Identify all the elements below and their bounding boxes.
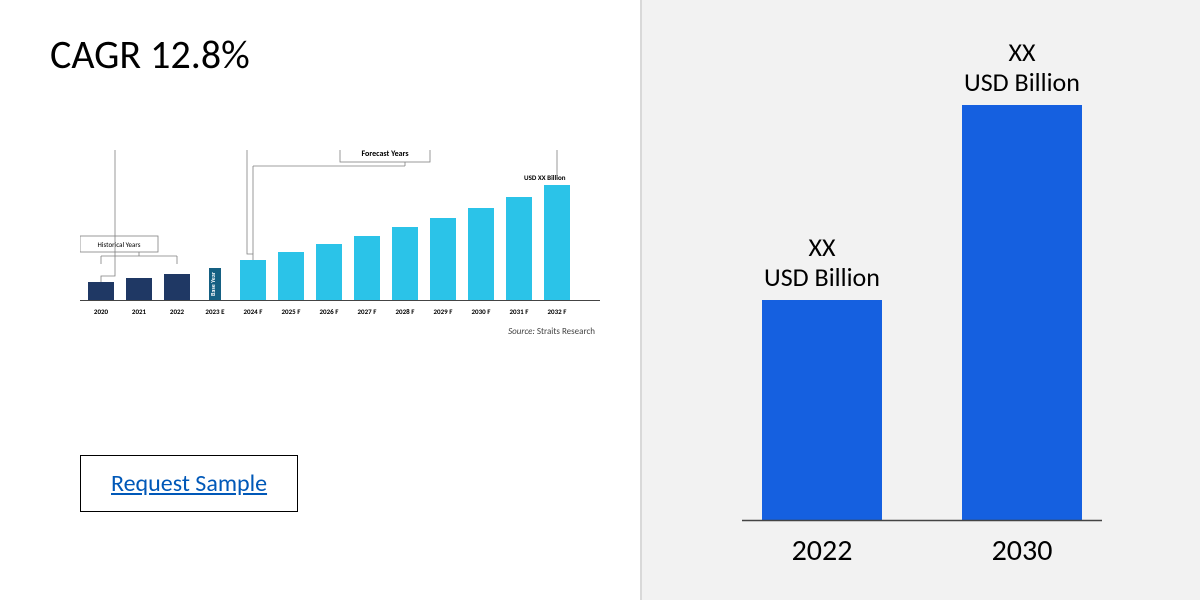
- mini-x-label: 2027 F: [358, 307, 378, 316]
- left-panel: CAGR 12.8% Base Year 2020 2021 2022 2023 E 20…: [0, 0, 640, 600]
- big-bar-value-line1: XX: [809, 231, 836, 263]
- callout-leader: [101, 150, 115, 282]
- mini-value-callout: USD XX Billion: [524, 173, 566, 182]
- big-bar-value-line2: USD Billion: [964, 66, 1080, 98]
- mini-x-label: 2032 F: [548, 307, 568, 316]
- mini-bar: [240, 260, 266, 300]
- mini-bar: [164, 274, 190, 300]
- cagr-headline: CAGR 12.8%: [50, 30, 250, 79]
- mini-x-label: 2031 F: [510, 307, 530, 316]
- mini-bar: [126, 278, 152, 300]
- big-bar-year: 2030: [992, 532, 1053, 569]
- mini-x-label: 2029 F: [434, 307, 454, 316]
- mini-x-label: 2026 F: [320, 307, 340, 316]
- big-bar-chart: XXUSD Billion2022XXUSD Billion2030: [642, 0, 1200, 600]
- page-root: CAGR 12.8% Base Year 2020 2021 2022 2023 E 20…: [0, 0, 1200, 600]
- big-bar-value-line2: USD Billion: [764, 261, 880, 293]
- mini-bar: [544, 185, 570, 300]
- mini-bar: [392, 227, 418, 300]
- request-sample-button[interactable]: Request Sample: [80, 455, 298, 512]
- right-panel: XXUSD Billion2022XXUSD Billion2030: [640, 0, 1200, 600]
- base-year-label: Base Year: [209, 271, 217, 296]
- big-bar: [762, 300, 882, 520]
- mini-bar: [506, 197, 532, 300]
- mini-x-label: 2020: [94, 307, 109, 316]
- mini-bar: [316, 244, 342, 300]
- mini-bar: [430, 218, 456, 300]
- mini-x-label: 2021: [132, 307, 147, 316]
- mini-x-label: 2024 F: [244, 307, 264, 316]
- mini-bar-chart: Base Year 2020 2021 2022 2023 E 2024 F 2025 F 2…: [80, 150, 600, 360]
- mini-x-label: 2025 F: [282, 307, 302, 316]
- mini-x-label: 2028 F: [396, 307, 416, 316]
- historical-label: Historical Years: [98, 240, 141, 249]
- big-bar-value-line1: XX: [1009, 36, 1036, 68]
- mini-x-label: 2030 F: [472, 307, 492, 316]
- mini-bar: [88, 282, 114, 300]
- big-bar-year: 2022: [792, 532, 853, 569]
- mini-x-label: 2023 E: [205, 307, 225, 316]
- mini-x-label: 2022: [170, 307, 185, 316]
- mini-bar: [468, 208, 494, 300]
- mini-bar: [278, 252, 304, 300]
- mini-bar: [354, 236, 380, 300]
- mini-source: Source: Straits Research: [508, 326, 595, 337]
- callout-leader: [247, 150, 253, 260]
- big-bar: [962, 105, 1082, 520]
- historical-bracket: [101, 252, 177, 264]
- forecast-years-label: Forecast Years: [361, 150, 408, 159]
